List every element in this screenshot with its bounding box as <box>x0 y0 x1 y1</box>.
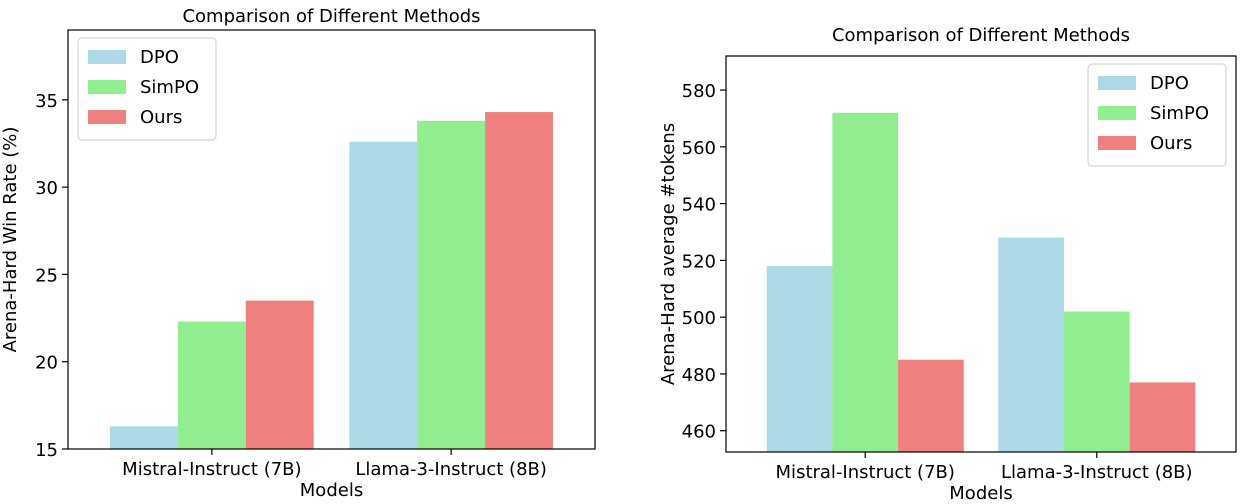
bar-ours-1 <box>898 359 964 452</box>
legend: DPO SimPO Ours <box>1087 63 1227 167</box>
legend-swatch-dpo <box>1098 76 1136 90</box>
axes-frame <box>725 55 1237 453</box>
y-tick-label: 480 <box>682 365 716 386</box>
y-axis-label: Arena-Hard average #tokens <box>658 123 679 385</box>
legend-swatch-simpo <box>88 80 126 94</box>
legend-swatch-dpo <box>88 50 126 64</box>
y-tick-label: 540 <box>682 195 716 216</box>
legend-swatch-ours <box>1098 136 1136 150</box>
y-tick-label: 520 <box>682 251 716 272</box>
bar-simpo-1 <box>832 112 899 452</box>
legend-label-dpo: DPO <box>140 47 179 68</box>
bar-dpo-1 <box>766 266 833 452</box>
legend-label-simpo: SimPO <box>1150 103 1209 124</box>
bar-dpo-2 <box>998 237 1064 452</box>
y-axis-label: Arena-Hard Win Rate (%) <box>0 127 21 353</box>
legend-label-simpo: SimPO <box>140 77 199 98</box>
bar-dpo-1 <box>110 426 178 449</box>
y-tick-label: 500 <box>682 308 716 329</box>
chart-title: Comparison of Different Methods <box>832 25 1130 46</box>
legend-label-ours: Ours <box>140 107 182 128</box>
legend-swatch-ours <box>88 110 126 124</box>
y-tick-label: 35 <box>35 91 58 112</box>
bar-dpo-2 <box>349 141 418 449</box>
y-tick-label: 15 <box>35 440 58 461</box>
bar-ours-2 <box>485 112 553 449</box>
bar-simpo-2 <box>1063 311 1130 452</box>
chart-2: Comparison of Different Methods 460 480 500… <box>658 25 1237 504</box>
y-tick-label: 30 <box>35 178 58 199</box>
x-axis-label: Models <box>300 480 363 501</box>
bar-simpo-1 <box>177 321 246 449</box>
chart-1: Comparison of Different Methods 15 20 25 30 3… <box>0 6 596 501</box>
y-tick-label: 460 <box>682 422 716 443</box>
x-tick-label: Mistral-Instruct (7B) <box>122 459 301 480</box>
legend-label-dpo: DPO <box>1150 73 1189 94</box>
bar-simpo-2 <box>417 120 486 450</box>
x-tick-label: Mistral-Instruct (7B) <box>776 462 955 483</box>
legend-swatch-simpo <box>1098 106 1136 120</box>
bar-ours-1 <box>245 300 314 449</box>
legend-label-ours: Ours <box>1150 133 1192 154</box>
legend: DPO SimPO Ours <box>77 37 217 141</box>
y-tick-label: 20 <box>35 353 58 374</box>
y-tick-label: 560 <box>682 138 716 159</box>
x-tick-label: Llama-3-Instruct (8B) <box>355 459 547 480</box>
axes-frame <box>67 29 596 450</box>
x-tick-label: Llama-3-Instruct (8B) <box>1001 462 1193 483</box>
bar-ours-2 <box>1129 382 1196 452</box>
y-tick-label: 25 <box>35 265 58 286</box>
y-tick-label: 580 <box>682 81 716 102</box>
x-axis-label: Models <box>949 483 1012 504</box>
chart-title: Comparison of Different Methods <box>182 6 480 27</box>
